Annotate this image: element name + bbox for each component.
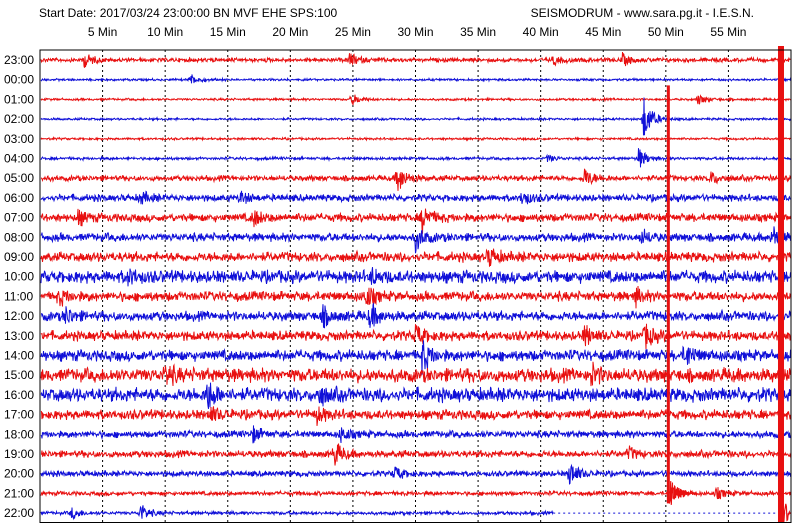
trace-0700	[40, 208, 792, 234]
trace-1200	[40, 302, 792, 329]
row-label: 07:00	[4, 211, 34, 225]
trace-1700	[40, 406, 791, 426]
row-label: 09:00	[4, 250, 34, 264]
trace-0900	[40, 248, 792, 267]
trace-1000	[40, 267, 792, 287]
row-label: 13:00	[4, 329, 34, 343]
trace-0400	[40, 148, 792, 168]
trace-1300	[40, 323, 792, 350]
trace-2300	[40, 51, 791, 68]
row-label: 04:00	[4, 152, 34, 166]
trace-layer	[40, 51, 792, 521]
x-tick-label: 45 Min	[585, 25, 621, 39]
row-label: 00:00	[4, 73, 34, 87]
trace-1800	[40, 425, 792, 444]
x-tick-label: 15 Min	[210, 25, 246, 39]
trace-1500	[40, 361, 792, 387]
row-label: 06:00	[4, 191, 34, 205]
saturated-event-coda	[780, 495, 791, 523]
row-label: 16:00	[4, 388, 34, 402]
row-label: 08:00	[4, 230, 34, 244]
row-label: 03:00	[4, 132, 34, 146]
x-tick-label: 5 Min	[88, 25, 117, 39]
x-tick-label: 25 Min	[335, 25, 371, 39]
row-label: 14:00	[4, 349, 34, 363]
x-tick-label: 55 Min	[710, 25, 746, 39]
trace-1400	[40, 340, 792, 375]
trace-0100	[40, 94, 792, 106]
row-label: 23:00	[4, 53, 34, 67]
trace-0200	[40, 97, 792, 136]
row-label: 22:00	[4, 506, 34, 520]
x-tick-label: 35 Min	[460, 25, 496, 39]
trace-2000	[40, 463, 792, 485]
row-labels: 23:00 00:00 01:00 02:00 03:00 04:00 05:00 06:00…	[4, 53, 34, 520]
trace-0300	[40, 135, 792, 142]
trace-0800	[40, 226, 792, 254]
row-label: 02:00	[4, 112, 34, 126]
row-label: 20:00	[4, 467, 34, 481]
saturated-event-layer	[666, 46, 791, 523]
trace-2100	[40, 482, 792, 500]
row-label: 19:00	[4, 447, 34, 461]
row-label: 12:00	[4, 309, 34, 323]
row-label: 10:00	[4, 270, 34, 284]
trace-1100	[40, 285, 792, 309]
header-station-credit: SEISMODRUM - www.sara.pg.it - I.E.S.N.	[530, 6, 754, 20]
x-tick-label: 40 Min	[523, 25, 559, 39]
trace-0000	[40, 74, 792, 84]
grid-lines	[102, 50, 729, 523]
x-tick-label: 50 Min	[648, 25, 684, 39]
trace-1600	[40, 382, 792, 409]
row-label: 15:00	[4, 368, 34, 382]
header-start-date: Start Date: 2017/03/24 23:00:00 BN MVF E…	[39, 6, 338, 20]
row-label: 17:00	[4, 408, 34, 422]
trace-2200	[40, 505, 554, 521]
x-tick-labels: 5 Min 10 Min 15 Min 20 Min 25 Min 30 Min 35 Mi…	[88, 25, 747, 39]
trace-1900	[40, 443, 792, 466]
row-label: 11:00	[4, 289, 33, 303]
trace-0500	[40, 168, 792, 191]
row-label: 21:00	[4, 486, 34, 500]
saturated-event-coda	[667, 481, 697, 505]
trace-0600	[40, 190, 791, 205]
row-label: 05:00	[4, 171, 34, 185]
saturated-event-bar	[777, 46, 784, 523]
row-label: 01:00	[4, 92, 34, 106]
x-tick-label: 10 Min	[147, 25, 183, 39]
x-tick-label: 20 Min	[272, 25, 308, 39]
row-label: 18:00	[4, 427, 34, 441]
x-tick-label: 30 Min	[397, 25, 433, 39]
saturated-event-bar	[666, 85, 670, 504]
